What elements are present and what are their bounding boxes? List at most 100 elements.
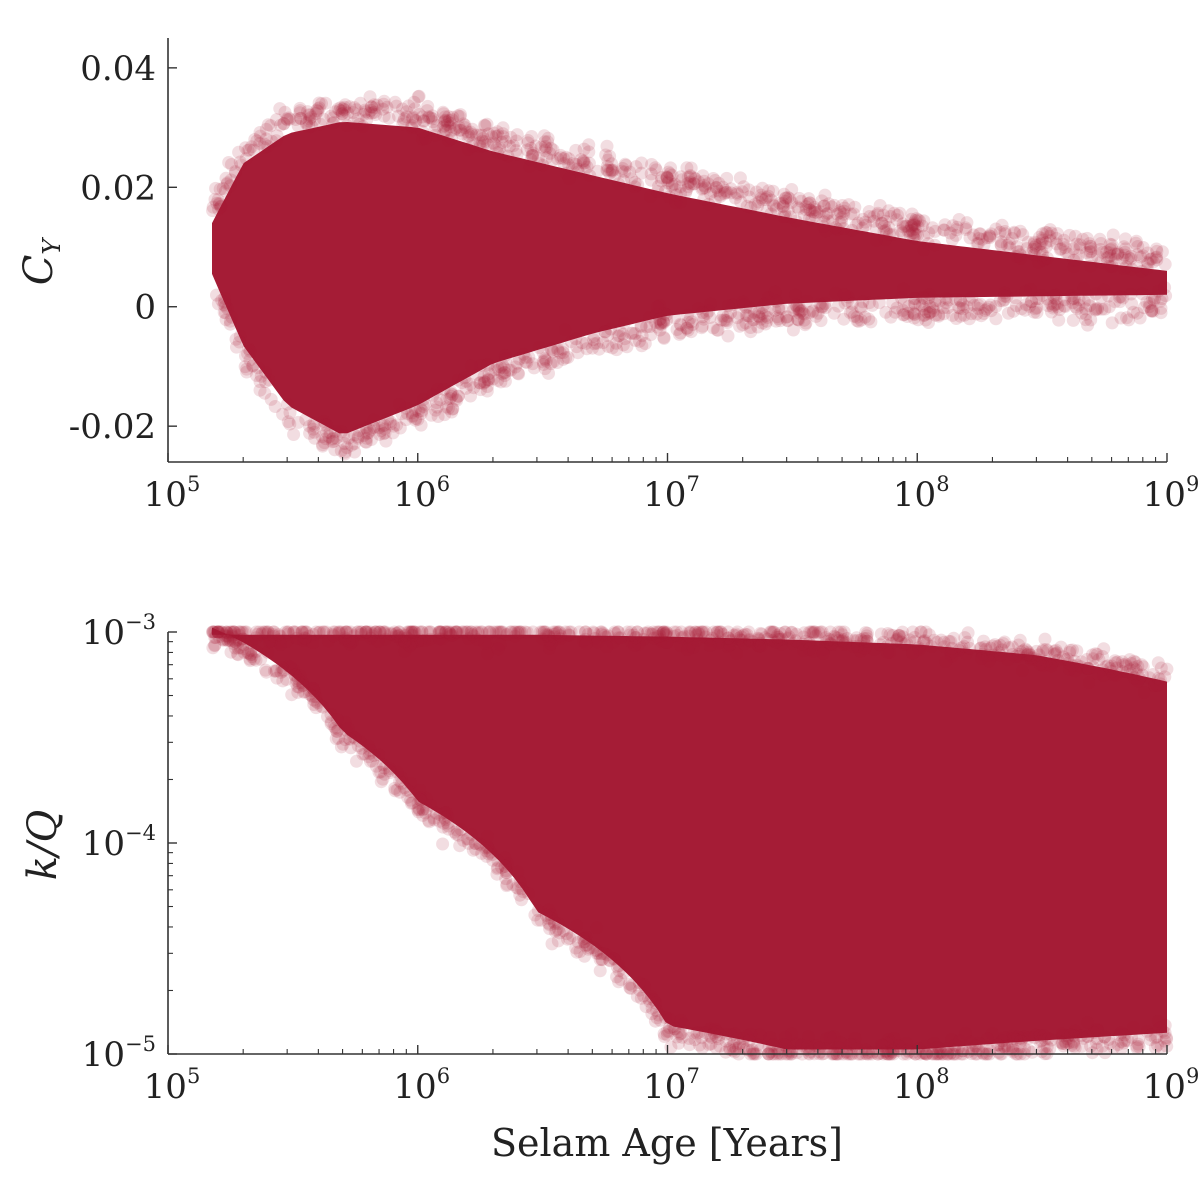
data-point <box>917 309 931 322</box>
data-point <box>1090 1042 1104 1056</box>
data-point <box>779 194 793 208</box>
data-point <box>509 144 523 158</box>
data-point <box>732 307 746 321</box>
data-point <box>907 217 921 231</box>
data-point <box>1101 255 1115 269</box>
data-point <box>306 628 320 641</box>
data-point <box>300 116 313 129</box>
data-point <box>487 136 500 150</box>
data-point <box>837 204 851 218</box>
data-point <box>349 103 363 117</box>
data-point <box>504 363 518 377</box>
data-point <box>392 629 406 642</box>
data-point <box>1067 1035 1080 1049</box>
data-point <box>408 102 422 116</box>
data-point <box>710 323 724 337</box>
data-point <box>1146 292 1159 306</box>
data-point <box>212 196 226 210</box>
data-point <box>365 100 378 114</box>
data-point <box>1068 292 1082 306</box>
data-point <box>1043 1042 1057 1056</box>
data-point <box>882 221 896 234</box>
data-point <box>1130 259 1143 273</box>
data-point <box>1066 313 1080 327</box>
data-point <box>1054 640 1068 654</box>
data-point <box>219 313 233 327</box>
data-point <box>920 305 933 319</box>
data-point <box>917 214 931 228</box>
data-point <box>811 306 825 320</box>
data-point <box>510 356 524 370</box>
data-point <box>360 113 374 127</box>
data-point <box>867 643 881 657</box>
data-point <box>945 233 959 247</box>
data-point <box>317 112 330 126</box>
data-point <box>341 106 355 120</box>
data-point <box>742 1034 756 1048</box>
data-point <box>412 89 426 103</box>
data-point <box>776 200 790 214</box>
data-point <box>417 114 431 128</box>
data-point <box>945 641 959 655</box>
data-point <box>352 117 366 131</box>
data-point <box>490 142 504 155</box>
data-point <box>1093 243 1107 256</box>
data-point <box>680 321 694 335</box>
data-point <box>849 218 863 232</box>
data-point <box>1119 260 1133 274</box>
data-point <box>539 625 553 639</box>
data-point <box>1012 245 1026 259</box>
data-point <box>692 175 706 189</box>
data-point <box>412 801 425 815</box>
data-point <box>428 128 442 142</box>
data-point <box>641 625 655 639</box>
data-point <box>490 862 504 876</box>
data-point <box>1105 238 1119 252</box>
data-point <box>259 132 273 146</box>
data-point <box>806 304 820 318</box>
data-point <box>907 311 921 325</box>
data-point <box>929 308 942 322</box>
data-point <box>364 433 378 446</box>
data-point <box>556 352 570 366</box>
data-point <box>755 181 769 195</box>
data-point <box>433 814 446 828</box>
data-point <box>917 243 931 257</box>
data-point <box>797 208 811 222</box>
data-point <box>480 380 494 393</box>
data-point <box>900 310 914 323</box>
data-point <box>642 992 656 1006</box>
data-point <box>233 155 247 169</box>
data-point <box>298 625 311 639</box>
data-point <box>713 188 727 202</box>
data-point <box>740 1029 754 1043</box>
data-point <box>467 381 481 395</box>
data-point <box>778 210 792 223</box>
data-point <box>733 171 747 185</box>
data-point <box>805 205 819 218</box>
data-point <box>1148 1031 1162 1045</box>
data-point <box>218 295 231 309</box>
data-point <box>504 130 518 144</box>
data-point <box>1077 295 1091 309</box>
data-point <box>316 625 330 639</box>
data-point <box>615 164 629 178</box>
data-point <box>1006 1029 1019 1043</box>
data-point <box>952 643 966 657</box>
data-point <box>826 214 840 228</box>
data-point <box>209 181 223 195</box>
data-point <box>962 312 976 326</box>
data-point <box>677 630 691 644</box>
data-point <box>438 123 452 137</box>
data-point <box>912 641 926 655</box>
data-point <box>769 294 783 308</box>
data-point <box>409 114 423 128</box>
data-point <box>817 642 831 656</box>
data-point <box>215 625 229 639</box>
data-point <box>542 366 555 380</box>
data-point <box>653 625 667 639</box>
data-point <box>430 119 444 133</box>
data-point <box>1011 245 1025 259</box>
data-point <box>282 659 296 673</box>
data-point <box>937 223 951 237</box>
